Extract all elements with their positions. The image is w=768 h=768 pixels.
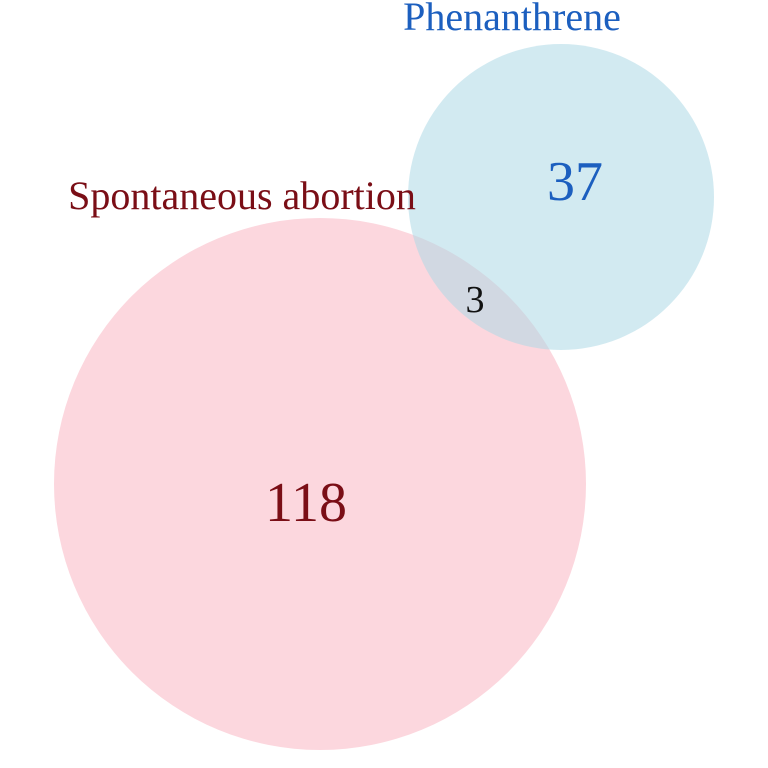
set-label-phenanthrene: Phenanthrene: [403, 0, 621, 39]
count-spontaneous-abortion-only: 118: [265, 472, 347, 534]
set-circle-spontaneous-abortion: [54, 218, 586, 750]
count-intersection: 3: [466, 279, 485, 321]
set-circle-phenanthrene: [408, 44, 714, 350]
set-label-spontaneous-abortion: Spontaneous abortion: [68, 173, 416, 218]
count-phenanthrene-only: 37: [547, 151, 603, 213]
